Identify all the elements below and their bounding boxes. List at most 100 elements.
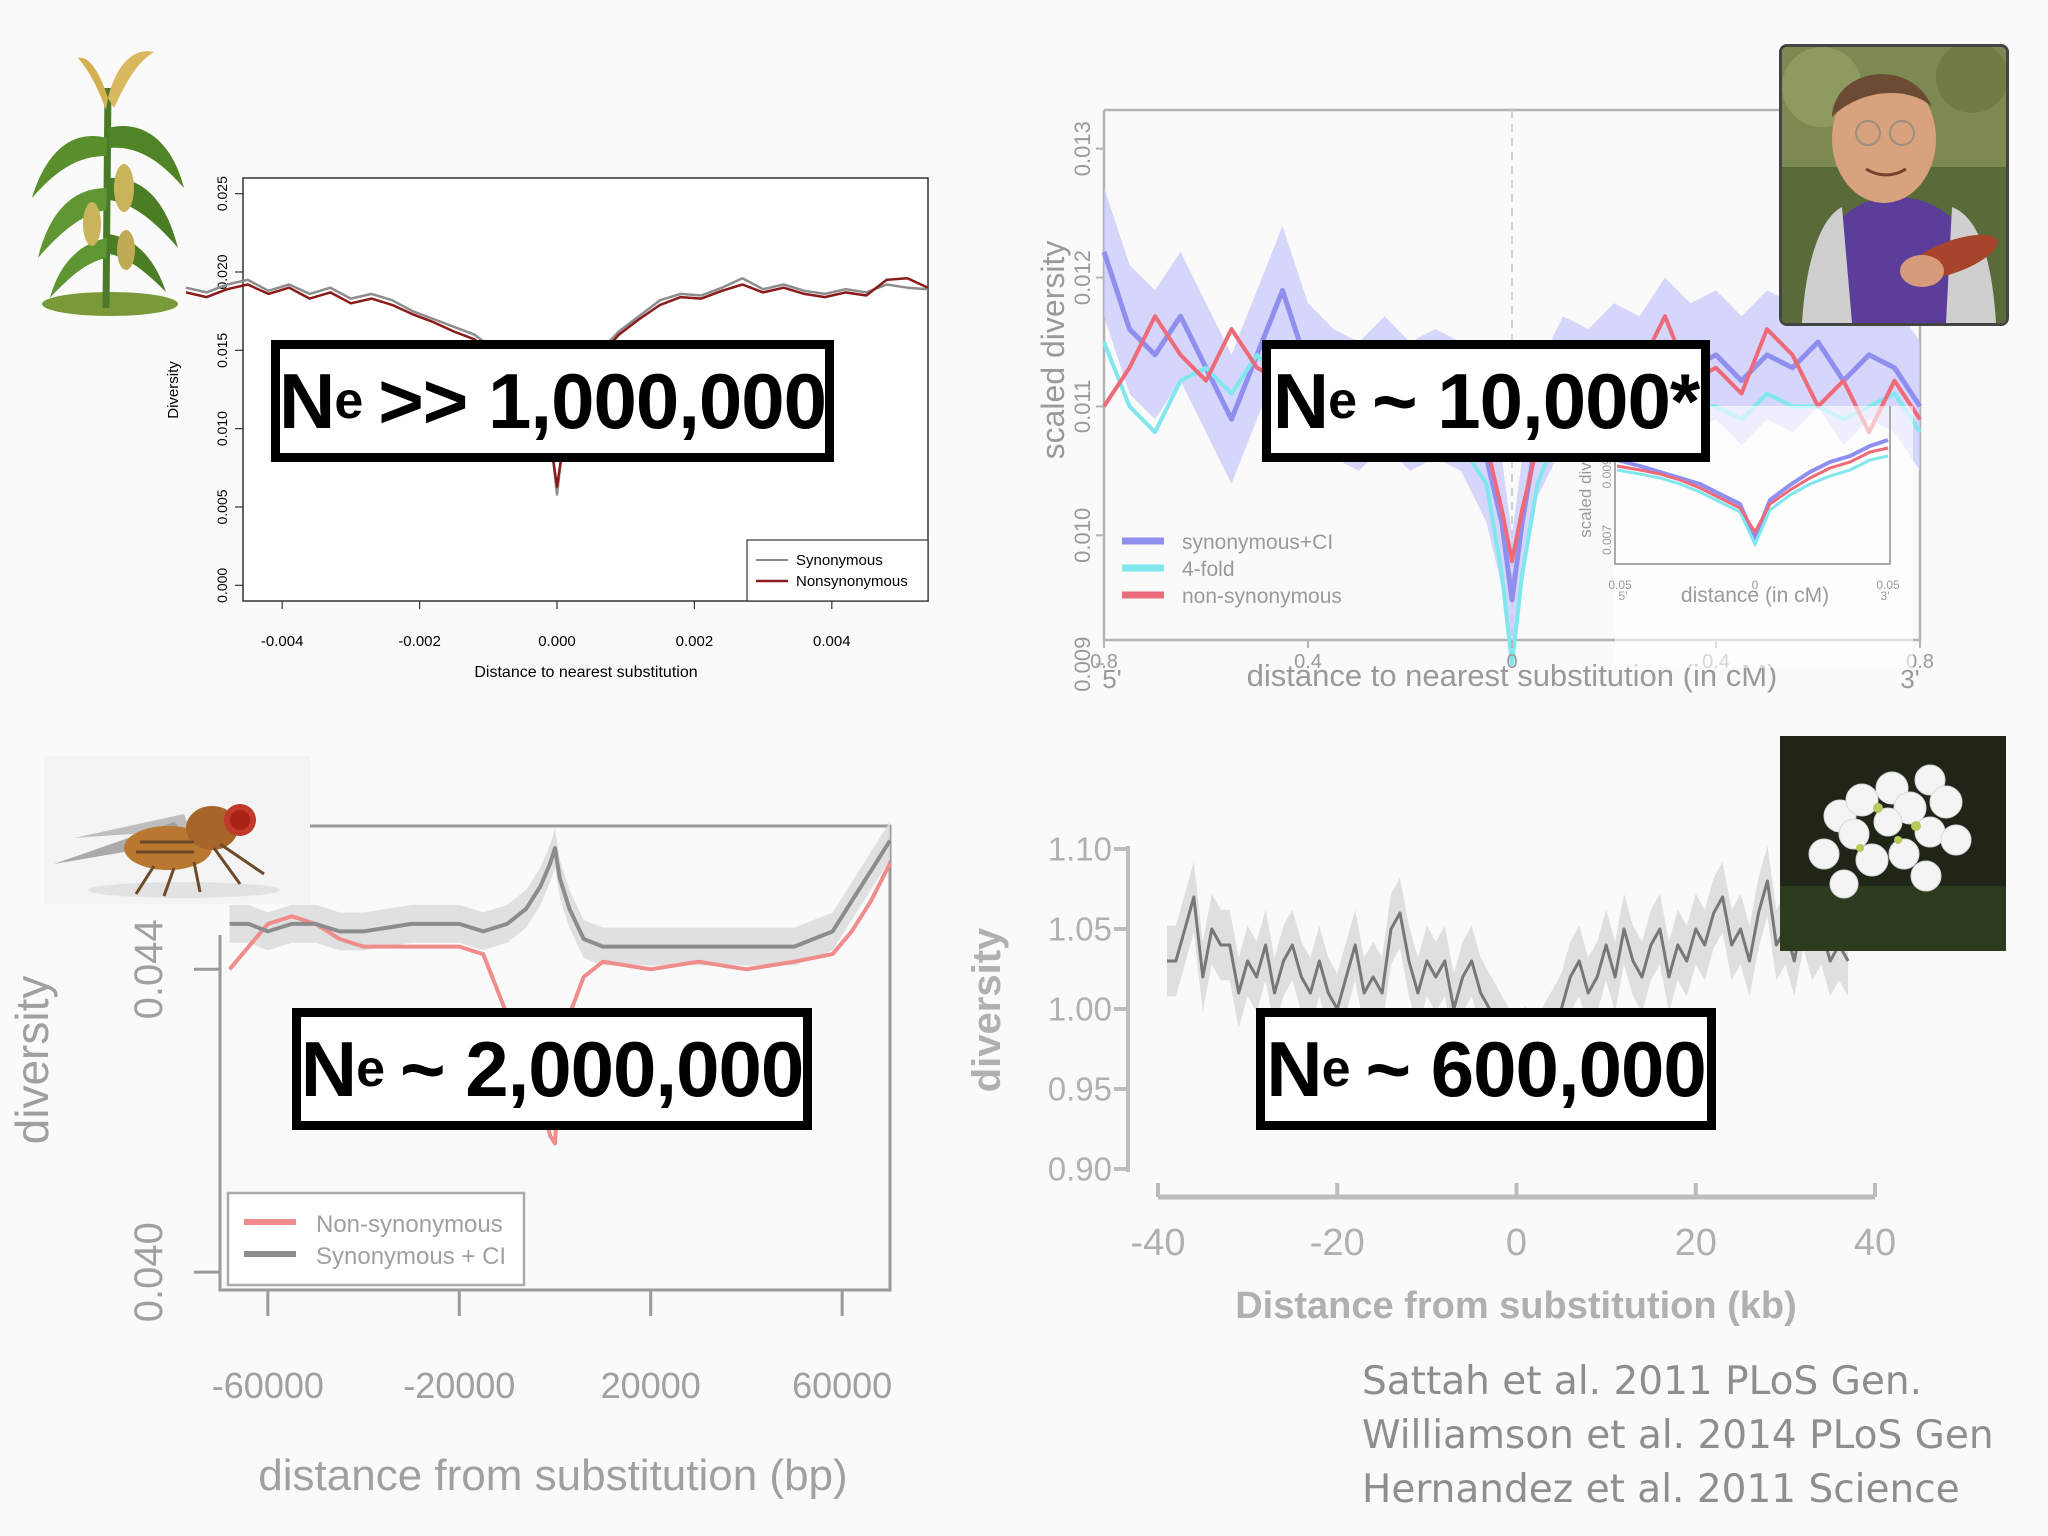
x-tick-label: 0.000 (538, 633, 576, 650)
inset-xtick-center: 0 (1752, 578, 1759, 592)
ne-subscript: e (356, 1040, 385, 1098)
series-line-3 (1102, 314, 1922, 564)
series-line-2 (229, 839, 892, 949)
x-tick-label: -0.002 (398, 633, 441, 650)
ne-symbol: N (278, 356, 335, 445)
x-axis-label: Distance from substitution (kb) (1235, 1285, 1797, 1327)
series-line-2 (1102, 341, 1922, 667)
legend: Non-synonymous Synonymous + CI (226, 1191, 526, 1287)
y-tick-label: 0.015 (214, 333, 230, 368)
confidence-band (229, 821, 891, 966)
x-tick-label: 0.004 (813, 633, 851, 650)
inset-xtick-right: 0.05 (1876, 578, 1900, 592)
inset-end-3prime: 3' (1881, 589, 1890, 603)
x-tick-label: 0 (1506, 1222, 1527, 1264)
white-flower-image (1780, 736, 2006, 951)
x-tick-label: 0.4 (1294, 651, 1322, 673)
y-tick-label: 0.040 (127, 1222, 171, 1322)
y-tick-label: 0.020 (214, 254, 230, 289)
x-axis-label: distance from substitution (bp) (258, 1451, 847, 1500)
inset-series-synonymous (1616, 438, 1889, 544)
x-tick-label: 20 (1675, 1222, 1717, 1264)
inset-xtick-left: 0.05 (1608, 578, 1632, 592)
legend: Synonymous Nonsynonymous (746, 539, 929, 602)
x-tick-label: -40 (1131, 1222, 1186, 1264)
y-tick-label: 0.009 (1070, 637, 1095, 692)
inset-series-nonsynonymous (1616, 446, 1889, 535)
y-tick-label: 0.025 (214, 176, 230, 211)
maize-plant-image (32, 51, 184, 316)
ne-symbol: N (1266, 1024, 1322, 1113)
series-line-1 (1101, 251, 1923, 603)
ne-subscript: e (1321, 1040, 1351, 1098)
y-tick-label: 0.044 (127, 919, 171, 1019)
inset-y-label: scaled div (1576, 462, 1595, 538)
ne-subscript: e (334, 372, 363, 430)
confidence-band (1104, 187, 1920, 665)
y-tick-label: 0.010 (1070, 508, 1095, 563)
x-tick-label: 20000 (601, 1365, 701, 1406)
inset-x-label: distance (in cM) (1681, 584, 1829, 607)
x-tick-label: 0.8 (1906, 651, 1934, 673)
y-tick-label: 0.013 (1070, 121, 1095, 176)
x-end-label-5prime: 5' (1102, 664, 1121, 694)
series-line-1 (185, 277, 929, 496)
legend: synonymous+CI 4-fold non-synonymous (1122, 531, 1342, 608)
ne-value: >> 1,000,000 (378, 356, 827, 445)
legend-nonsynonymous: non-synonymous (1182, 585, 1342, 608)
drosophila-chart: 0.040 0.044 -60000 -20000 20000 60000 divers… (6, 821, 892, 1500)
portrait-photo (1779, 44, 2009, 326)
y-tick-label: 1.05 (1048, 911, 1112, 948)
inset-series-4fold (1616, 454, 1889, 548)
y-tick-label: 0.010 (214, 411, 230, 446)
x-tick-label: 0.002 (676, 633, 714, 650)
ne-symbol: N (300, 1024, 357, 1113)
plot-frame (218, 824, 892, 1292)
ne-symbol: N (1272, 356, 1329, 445)
y-tick-label: 0.000 (214, 568, 230, 603)
x-tick-label: -20000 (403, 1365, 515, 1406)
series-line-1 (228, 862, 892, 1146)
y-axis-label: scaled diversity (1035, 241, 1071, 460)
y-tick-label: 0.011 (1070, 380, 1095, 433)
x-axis-label: Distance to nearest substitution (474, 664, 697, 681)
x-tick-label: 0.8 (1090, 651, 1118, 673)
y-tick-label: 0.95 (1048, 1071, 1112, 1108)
ne-value: ~ 10,000* (1372, 356, 1700, 445)
legend-nonsynonymous: Nonsynonymous (796, 573, 908, 590)
x-tick-label: -0.004 (261, 633, 304, 650)
citations: Sattah et al. 2011 PLoS Gen. Williamson … (1362, 1355, 1994, 1517)
legend-4fold: 4-fold (1182, 558, 1235, 581)
legend-synonymous: Synonymous (796, 552, 883, 569)
citation-williamson: Williamson et al. 2014 PLoS Gen (1362, 1413, 1994, 1458)
legend-synonymous-ci: Synonymous + CI (316, 1243, 506, 1270)
x-tick-label: 40 (1854, 1222, 1896, 1264)
fruit-fly-image (44, 756, 310, 904)
series-line-2 (185, 277, 929, 488)
y-tick-label: 0.005 (214, 489, 230, 524)
legend-nonsynonymous: Non-synonymous (316, 1211, 503, 1238)
legend-synonymous-ci: synonymous+CI (1182, 531, 1333, 554)
inset-ytick-0007: 0.007 (1600, 525, 1614, 555)
citation-sattah: Sattah et al. 2011 PLoS Gen. (1362, 1359, 1923, 1404)
ne-value: ~ 600,000 (1365, 1024, 1707, 1113)
y-tick-label: 0.90 (1048, 1151, 1112, 1188)
ne-value: ~ 2,000,000 (400, 1024, 804, 1113)
y-axis-label: Diversity (165, 361, 182, 419)
y-tick-label: 1.10 (1048, 831, 1112, 868)
x-tick-label: -60000 (212, 1365, 324, 1406)
y-axis-label: diversity (965, 927, 1009, 1092)
y-tick-label: 0.012 (1070, 250, 1095, 305)
y-axis-label: diversity (6, 976, 58, 1145)
x-tick-label: 60000 (792, 1365, 892, 1406)
x-tick-label: 0 (1506, 651, 1517, 673)
x-end-label-3prime: 3' (1900, 664, 1919, 694)
y-tick-label: 1.00 (1048, 991, 1112, 1028)
ne-subscript: e (1328, 372, 1357, 430)
x-tick-label: -20 (1310, 1222, 1365, 1264)
